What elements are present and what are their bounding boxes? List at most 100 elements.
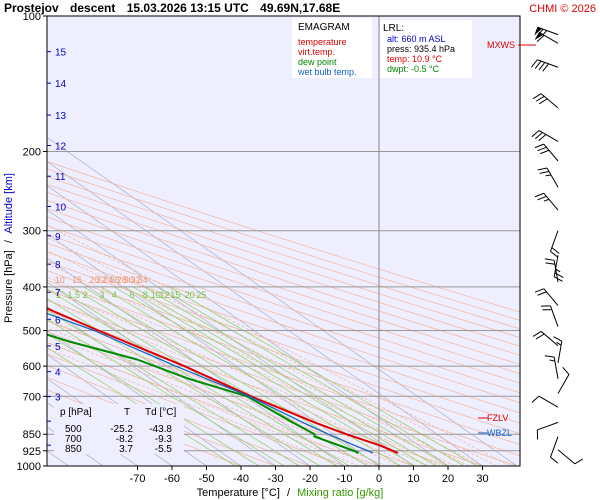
- y-axis-altitude-label: Altitude [km]: [3, 173, 15, 234]
- altitude-tick-label: 10: [55, 202, 67, 213]
- mixing-ratio-label: 8: [143, 290, 148, 300]
- wind-barb-staff: [543, 288, 559, 306]
- fzlv-marker: FZLV: [478, 413, 508, 423]
- isotherm-line: [47, 185, 449, 466]
- x-axis-temperature-label: Temperature [°C]: [197, 487, 280, 499]
- wind-barb-feather: [551, 247, 560, 254]
- isotherm-line: [47, 353, 207, 466]
- mxws-label: MXWS: [487, 40, 515, 50]
- wind-barb: [534, 31, 559, 44]
- wind-barb-staff: [550, 436, 559, 458]
- chart-title: Prostejov descent 15.03.2026 13:15 UTC 4…: [4, 1, 340, 15]
- wind-barb-staff: [550, 305, 559, 327]
- altitude-tick-label: 8: [55, 260, 61, 271]
- y-axis-separator: /: [3, 239, 15, 243]
- wind-barb-feather: [537, 291, 547, 296]
- wind-barb-feather: [545, 262, 555, 265]
- legend-temperature: temperature: [298, 37, 347, 47]
- wind-barb-feather: [534, 192, 545, 198]
- wind-barb-feather: [537, 146, 547, 152]
- wind-barb-feather: [534, 288, 545, 293]
- x-tick-label: 20: [442, 473, 454, 485]
- dry-adiabat-line: [47, 260, 520, 424]
- dry-adiabat-line: [47, 233, 520, 394]
- isotherm-label: 32: [131, 275, 141, 285]
- table-cell: 500: [65, 424, 82, 435]
- wind-barb: [557, 366, 570, 394]
- isotherm-line: [47, 233, 380, 466]
- wind-barb: [557, 449, 584, 465]
- lrl-box: LRL: alt: 660 m ASL press: 935.4 hPa tem…: [380, 20, 472, 78]
- pressure-tick-label: 100: [23, 11, 41, 23]
- wind-barb: [534, 143, 559, 162]
- x-tick-label: -50: [199, 473, 215, 485]
- values-table: p [hPa] T Td [°C] 500 -25.2 -43.8 700 -8…: [54, 404, 184, 455]
- wind-barb: [537, 167, 559, 188]
- lrl-dwpt: dwpt: -0.5 °C: [387, 64, 440, 74]
- wind-barb-feather: [531, 130, 540, 138]
- wind-barb-staff: [543, 143, 559, 162]
- altitude-tick-label: 11: [55, 172, 66, 183]
- wind-barb-feather: [553, 336, 563, 342]
- isotherm-label: 10: [55, 275, 65, 285]
- wind-barb-feather: [550, 250, 559, 258]
- x-axis-title: Temperature [°C] / Mixing ratio [g/kg]: [197, 487, 384, 499]
- isotherm-line: [47, 305, 276, 466]
- wind-barb: [550, 436, 559, 464]
- x-axis-separator: /: [287, 487, 291, 499]
- x-tick-label: -70: [130, 473, 146, 485]
- mixing-ratio-label: 20: [185, 290, 195, 300]
- wind-barb-feather: [534, 143, 545, 149]
- wind-barb-feather: [537, 167, 548, 171]
- wind-barb: [531, 59, 559, 72]
- wind-barb-half-feather: [549, 359, 555, 362]
- isotherm-label: 30: [124, 275, 134, 285]
- wind-barb-layer: [531, 26, 584, 465]
- lrl-title: LRL:: [383, 23, 404, 34]
- wind-barb-feather: [539, 149, 550, 155]
- wind-barb-staff: [546, 167, 559, 188]
- dry-adiabat-line: [47, 168, 520, 321]
- isotherm-label: 24: [103, 275, 113, 285]
- wind-barb-staff: [537, 59, 559, 68]
- mixing-ratio-label: 6: [130, 290, 135, 300]
- x-tick-label: 10: [407, 473, 419, 485]
- wind-barb-feather: [553, 276, 563, 282]
- pressure-tick-label: 500: [23, 326, 41, 338]
- wind-barb-feather: [574, 458, 584, 465]
- wind-barb-pennant: [534, 27, 543, 36]
- altitude-tick-label: 3: [55, 393, 61, 404]
- mixing-ratio-label: 3: [99, 290, 104, 300]
- wind-barb: [534, 288, 559, 306]
- moist-adiabat-line: [47, 341, 359, 466]
- wind-barb-feather: [562, 366, 570, 375]
- wind-barb-staff: [557, 374, 570, 394]
- legend-title: EMAGRAM: [298, 22, 350, 33]
- dry-adiabat-line: [47, 176, 520, 330]
- legend-virt-temp: virt.temp.: [298, 47, 335, 57]
- pressure-tick-label: 1000: [17, 461, 41, 473]
- table-cell: 850: [65, 444, 82, 455]
- dry-adiabat-line: [47, 208, 520, 365]
- isotherm-line: [47, 160, 483, 466]
- mixing-ratio-label: 2: [83, 290, 88, 300]
- table-header-p: p [hPa]: [60, 407, 92, 418]
- wind-barb: [536, 421, 559, 440]
- wind-barb: [532, 331, 559, 346]
- wind-barb: [544, 258, 559, 283]
- wind-barb-staff: [538, 130, 559, 142]
- wind-barb: [540, 305, 559, 327]
- x-tick-label: 0: [376, 473, 382, 485]
- wind-barb: [544, 355, 559, 379]
- legend-dew-point: dew point: [298, 57, 337, 67]
- lrl-alt: alt: 660 m ASL: [387, 34, 446, 44]
- wind-barb-half-feather: [545, 174, 552, 177]
- lrl-press: press: 935.4 hPa: [387, 44, 455, 54]
- wind-barb-staff: [557, 449, 576, 465]
- legend: EMAGRAM temperature virt.temp. dew point…: [292, 18, 372, 78]
- wind-barb-feather: [534, 132, 543, 140]
- x-tick-label: -40: [233, 473, 249, 485]
- x-tick-label: -60: [164, 473, 180, 485]
- table-header-t: T: [124, 407, 130, 418]
